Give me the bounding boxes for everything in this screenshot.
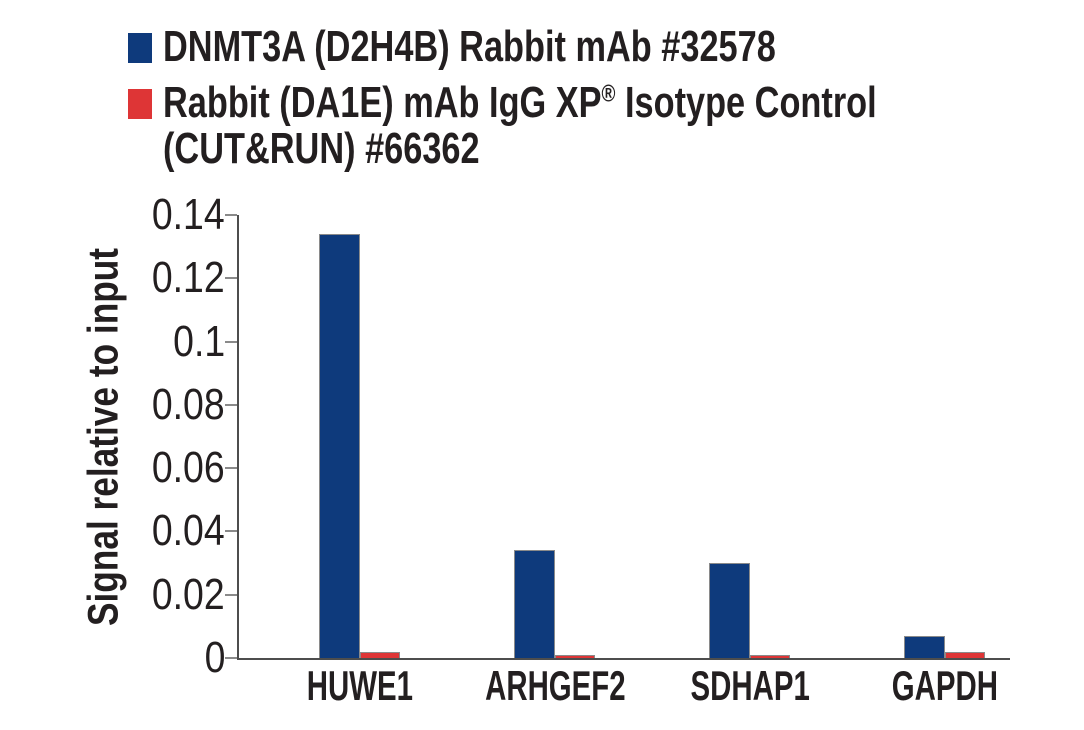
x-axis-label-huwe1: HUWE1 — [306, 662, 414, 709]
y-tick-mark — [225, 530, 237, 533]
y-axis-title: Signal relative to input — [79, 247, 128, 627]
bar-sdhap1-antibody — [709, 563, 750, 658]
y-tick-mark — [225, 403, 237, 406]
x-axis-line — [239, 658, 1010, 660]
bar-arhgef2-antibody — [514, 550, 555, 658]
y-tick-mark — [225, 657, 237, 659]
plot-area: 0 0.02 0.04 0.06 0.08 0.1 0.12 0.14 HUWE1 ARHGEF… — [152, 193, 1010, 708]
legend-swatch-blue — [128, 33, 152, 63]
y-tick-label: 0.1 — [173, 316, 225, 366]
y-tick-mark — [225, 593, 237, 596]
y-tick-mark — [225, 340, 237, 343]
y-tick-label: 0.02 — [152, 569, 225, 619]
y-tick-mark — [225, 467, 237, 470]
bar-gapdh-antibody — [904, 636, 945, 658]
x-axis-label-gapdh: GAPDH — [891, 662, 999, 709]
x-axis-label-arhgef2: ARHGEF2 — [484, 662, 626, 709]
y-tick-label: 0.06 — [152, 443, 225, 493]
registered-trademark-symbol: ® — [601, 80, 616, 108]
y-tick-mark — [225, 214, 237, 217]
bar-arhgef2-isotype-control — [555, 655, 595, 658]
y-axis-line — [237, 215, 239, 660]
bar-huwe1-isotype-control — [360, 652, 400, 658]
y-tick-label: 0.08 — [152, 379, 225, 429]
y-tick-label: 0 — [204, 633, 225, 682]
y-tick-label: 0.14 — [152, 190, 225, 239]
legend-item-dnmt3a: DNMT3A (D2H4B) Rabbit mAb #32578 — [128, 24, 949, 70]
bar-sdhap1-isotype-control — [750, 655, 790, 658]
y-tick-mark — [225, 277, 237, 280]
bar-gapdh-isotype-control — [945, 652, 985, 658]
x-axis-label-sdhap1: SDHAP1 — [690, 662, 810, 709]
legend-label-dnmt3a: DNMT3A (D2H4B) Rabbit mAb #32578 — [163, 22, 776, 71]
legend-swatch-red — [128, 89, 152, 119]
legend-label-isotype-control: Rabbit (DA1E) mAb IgG XP® Isotype Contro… — [163, 78, 877, 173]
y-tick-label: 0.12 — [152, 253, 225, 303]
y-tick-label: 0.04 — [152, 506, 225, 556]
legend-item-isotype-control: Rabbit (DA1E) mAb IgG XP® Isotype Contro… — [128, 80, 1078, 172]
bar-huwe1-antibody — [319, 234, 360, 658]
